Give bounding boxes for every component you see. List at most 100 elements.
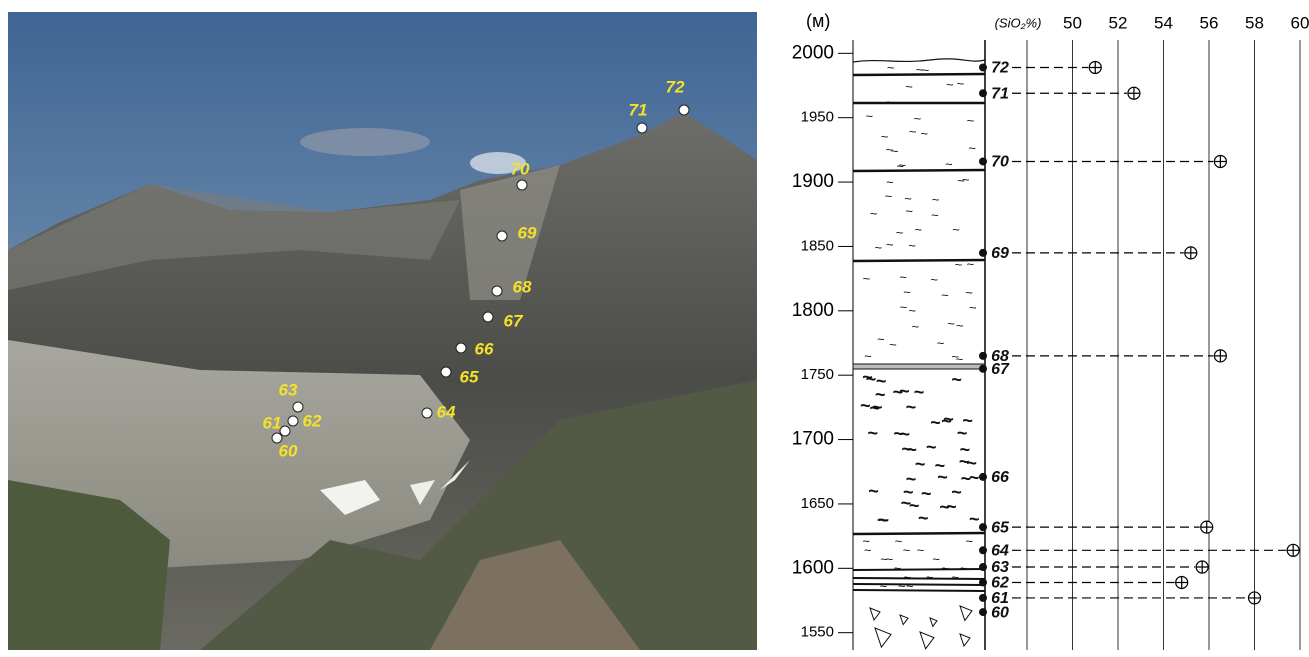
breccia [960,634,970,646]
tilde: ~ [866,108,874,123]
breccia [920,632,934,649]
tilde: ~ [916,62,924,77]
tilde: ~ [886,174,894,189]
sample-label: 70 [991,154,1009,171]
bed-boundary [853,260,985,261]
y-axis-label: (м) [806,11,830,31]
x-tick-label: 60 [1291,13,1309,32]
photo-label: 64 [437,402,456,421]
sio2-point [1128,87,1140,99]
tilde: ~ [937,336,945,351]
tilde: ~ [921,484,932,504]
tilde: ~ [969,467,980,487]
tilde: ~ [926,437,937,457]
breccia [870,608,880,620]
tilde: ~ [930,272,938,287]
tilde: ~ [895,533,903,548]
breccia [900,615,908,625]
tilde: ~ [967,113,975,128]
sample-point [979,523,987,531]
sample-point [979,249,987,257]
tilde: ~ [864,542,872,557]
x-tick-label: 54 [1154,13,1173,32]
tilde: ~ [886,142,894,157]
photo-point [280,426,290,436]
y-tick-label: 2000 [792,42,834,63]
photo-label: 61 [263,413,282,432]
tilde: ~ [912,319,920,334]
sample-label: 65 [991,519,1010,536]
breccia [930,618,937,626]
sample-point [979,89,987,97]
tilde: ~ [946,77,954,92]
y-tick-label: 1550 [801,624,834,641]
tilde: ~ [930,412,941,432]
sample-point [979,352,987,360]
breccia [960,606,972,620]
sample-label: 66 [991,469,1009,486]
y-tick-label: 1950 [801,109,834,126]
lithology: ~~~~~~~~~~~~~~~~~~~~~~~~~~~~~~~~~~~~~~~~… [853,59,985,649]
tilde: ~ [875,240,883,255]
photo-point [293,402,303,412]
sio2-point [1196,561,1208,573]
photo-label: 67 [504,311,524,330]
sio2-point [1185,247,1197,259]
tilde: ~ [955,257,963,272]
tilde: ~ [899,158,907,173]
sample-point [979,546,987,554]
sio2-point [1249,592,1261,604]
tilde: ~ [909,303,917,318]
tilde: ~ [932,192,940,207]
bed-boundary [853,578,985,579]
tilde: ~ [901,493,912,513]
sample-point [979,473,987,481]
bed-boundary [853,584,985,585]
sample-label: 64 [991,543,1009,560]
tilde: ~ [921,126,929,141]
sio2-point [1287,544,1299,556]
tilde: ~ [864,348,872,363]
y-tick-label: 1700 [792,429,834,450]
tilde: ~ [969,300,977,315]
tilde: ~ [905,204,913,219]
sample-label: 67 [991,361,1010,378]
sample-label: 69 [991,245,1009,262]
tilde: ~ [870,206,878,221]
tilde: ~ [956,318,964,333]
tilde: ~ [951,369,962,389]
tilde: ~ [965,285,973,300]
tilde: ~ [889,337,897,352]
tilde: ~ [915,454,926,474]
photo-label: 66 [475,339,494,358]
x-tick-label: 58 [1245,13,1264,32]
tilde: ~ [905,79,913,94]
sample-label: 72 [991,60,1009,77]
tilde: ~ [886,551,894,566]
tilde: ~ [918,508,929,528]
photo-point [517,180,527,190]
tilde: ~ [939,497,950,517]
tilde: ~ [900,299,908,314]
sample-label: 71 [991,85,1009,102]
tilde: ~ [915,222,923,237]
tilde: ~ [894,560,902,575]
tilde: ~ [967,257,975,272]
sio2-point [1214,350,1226,362]
photo-label: 69 [518,223,537,242]
x-axis-label: (SiO₂%) [995,15,1042,30]
sio2-point [1089,61,1101,73]
bed-boundary [853,590,985,591]
photo-label: 62 [303,411,322,430]
tilde: ~ [885,188,893,203]
sample-point [979,63,987,71]
figure: ~~~~~~~~~~~~~~~~~~~~~~~~~~~~~~~~~~~~~~~~… [0,0,1309,657]
photo-label: 63 [279,380,298,399]
tilde: ~ [945,156,953,171]
tilde: ~ [880,578,888,593]
y-tick-label: 1800 [792,300,834,321]
tilde: ~ [898,578,906,593]
photo-point [288,416,298,426]
photo-label: 71 [629,100,648,119]
breccia [875,628,891,647]
